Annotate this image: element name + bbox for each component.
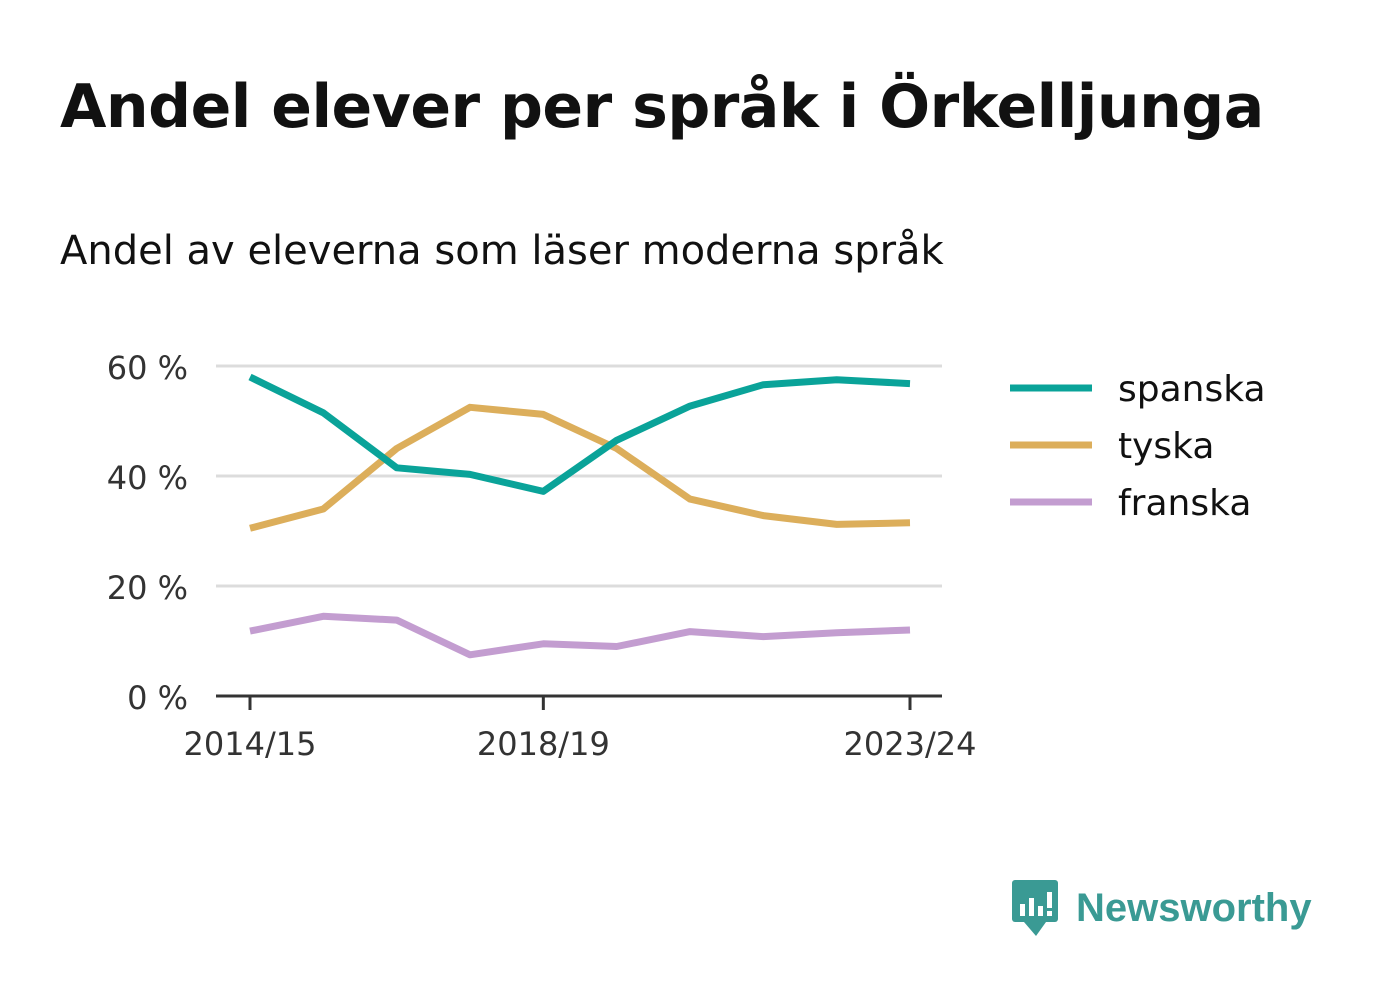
y-axis-tick-labels: 0 % 20 % 40 % 60 % (107, 349, 188, 717)
series-line-tyska (249, 403, 911, 532)
chart-subtitle: Andel av eleverna som läser moderna språ… (60, 228, 944, 274)
series-line-spanska (248, 373, 911, 495)
legend-item-franska: franska (1010, 483, 1251, 524)
x-axis: 2014/15 2018/19 2023/24 (184, 694, 977, 763)
x-tick-label: 2023/24 (844, 725, 977, 763)
x-tick-label: 2018/19 (477, 725, 610, 763)
y-tick-label: 20 % (107, 569, 188, 607)
gridlines (216, 364, 942, 588)
series-lines (248, 373, 911, 659)
legend-item-spanska: spanska (1010, 369, 1266, 410)
newsworthy-logo-icon (1012, 880, 1058, 936)
x-tick-label: 2014/15 (184, 725, 317, 763)
y-tick-label: 40 % (107, 459, 188, 497)
brand-name: Newsworthy (1076, 885, 1312, 930)
series-line-franska (249, 612, 911, 659)
legend-label: franska (1118, 483, 1251, 524)
y-tick-label: 0 % (127, 679, 188, 717)
chart-title: Andel elever per språk i Örkelljunga (60, 72, 1264, 142)
legend-label: tyska (1118, 426, 1214, 467)
legend-label: spanska (1118, 369, 1266, 410)
brand: Newsworthy (1010, 878, 1312, 938)
legend-item-tyska: tyska (1010, 426, 1214, 467)
y-tick-label: 60 % (107, 349, 188, 387)
legend: spanska tyska franska (1010, 369, 1266, 524)
